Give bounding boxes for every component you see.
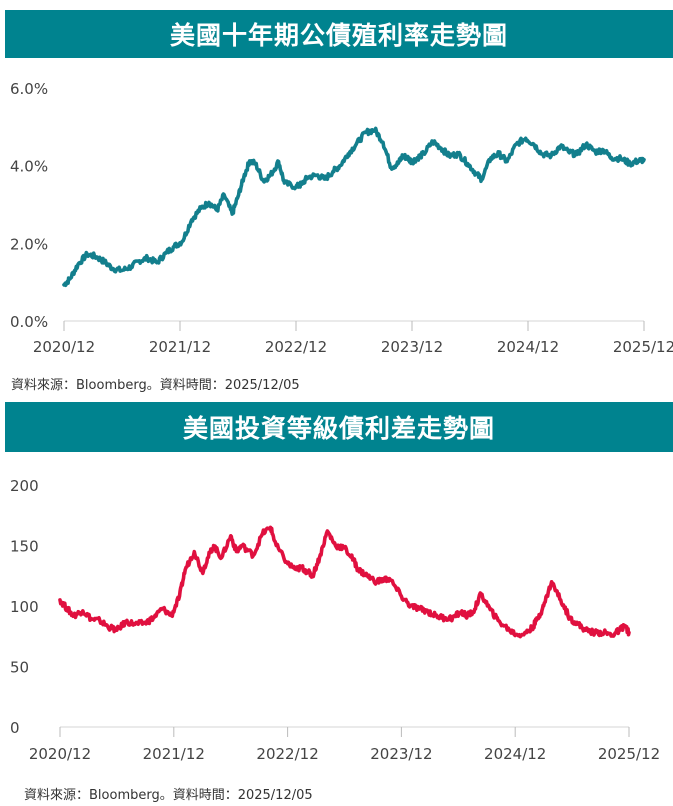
y-tick-label: 0 xyxy=(10,719,20,737)
chart-title-credit-spread: 美國投資等級債利差走勢圖 xyxy=(5,402,673,452)
x-tick-label: 2025/12 xyxy=(613,338,673,356)
y-tick-label: 6.0% xyxy=(10,80,48,98)
x-tick-label: 2022/12 xyxy=(256,745,318,763)
y-tick-label: 150 xyxy=(10,538,39,556)
x-tick-label: 2024/12 xyxy=(484,745,546,763)
source-note-spread: 資料來源：Bloomberg。資料時間：2025/12/05 xyxy=(24,788,313,803)
series-group xyxy=(58,525,631,639)
source-note-treasury: 資料來源：Bloomberg。資料時間：2025/12/05 xyxy=(11,378,300,393)
y-tick-label: 4.0% xyxy=(10,158,48,176)
x-tick-label: 2023/12 xyxy=(370,745,432,763)
x-tick-label: 2020/12 xyxy=(29,745,91,763)
y-tick-label: 50 xyxy=(10,659,29,677)
series-group xyxy=(62,126,646,288)
x-axis: 2020/12 2021/12 2022/12 2023/12 2024/12 2025/… xyxy=(29,726,660,763)
x-tick-label: 2020/12 xyxy=(33,338,95,356)
chart-title-treasury-yield: 美國十年期公債殖利率走勢圖 xyxy=(5,10,673,58)
chart-treasury-yield: 0.0%2.0%4.0%6.0% 2020/12 2021/12 2022/12 20… xyxy=(10,80,673,356)
y-tick-label: 200 xyxy=(10,477,39,495)
x-tick-label: 2021/12 xyxy=(149,338,211,356)
series-line xyxy=(62,126,646,288)
y-tick-label: 2.0% xyxy=(10,235,48,253)
x-tick-label: 2024/12 xyxy=(497,338,559,356)
x-tick-label: 2025/12 xyxy=(598,745,660,763)
y-tick-label: 100 xyxy=(10,598,39,616)
x-axis: 2020/12 2021/12 2022/12 2023/12 2024/12 2025/… xyxy=(33,320,673,356)
y-axis: 0 50 100 150 200 xyxy=(10,477,39,737)
y-tick-label: 0.0% xyxy=(10,313,48,331)
x-tick-label: 2022/12 xyxy=(265,338,327,356)
series-line xyxy=(58,525,631,639)
x-tick-label: 2023/12 xyxy=(381,338,443,356)
chart-credit-spread: 0 50 100 150 200 2020/12 2021/12 2022/12 2023/1… xyxy=(10,477,660,763)
x-tick-label: 2021/12 xyxy=(143,745,205,763)
y-axis: 0.0% 2.0% 4.0% 6.0% xyxy=(10,80,48,331)
